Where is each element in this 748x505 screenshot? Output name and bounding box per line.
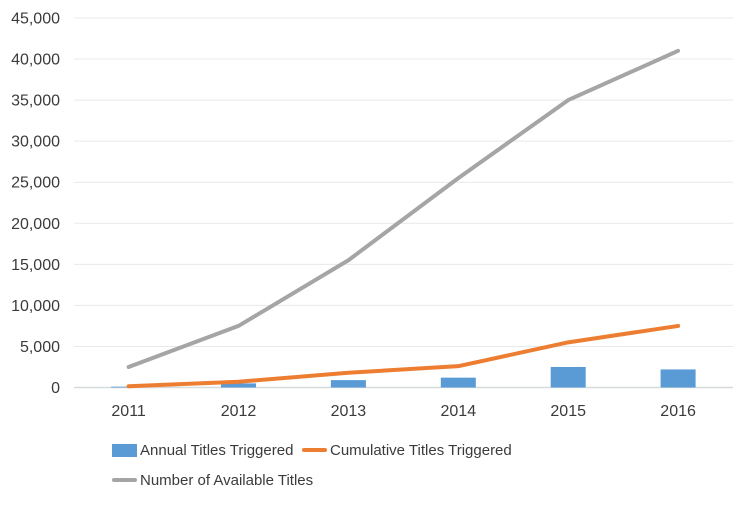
bar-2015 — [550, 366, 586, 388]
bar-2013 — [330, 380, 366, 388]
x-tick-label: 2016 — [660, 403, 696, 420]
y-tick-label: 30,000 — [11, 134, 60, 151]
legend-label-cumulative: Cumulative Titles Triggered — [330, 441, 512, 459]
legend-label-annual: Annual Titles Triggered — [140, 441, 294, 459]
legend-label-available: Number of Available Titles — [140, 471, 314, 489]
y-tick-label: 20,000 — [11, 216, 60, 233]
line-number-of-available-titles — [126, 48, 681, 369]
legend-item-number-of-available-titles: Number of Available Titles — [112, 471, 314, 489]
line-cumulative-titles-triggered — [126, 323, 681, 389]
bar-2016 — [660, 369, 696, 388]
y-tick-label: 15,000 — [11, 257, 60, 274]
bar-2012 — [221, 383, 256, 388]
y-tick-label: 45,000 — [11, 11, 60, 28]
legend-item-cumulative-titles-triggered: Cumulative Titles Triggered — [302, 441, 512, 459]
y-tick-label: 10,000 — [11, 298, 60, 315]
y-tick-label: 35,000 — [11, 93, 60, 110]
x-tick-label: 2011 — [111, 403, 146, 420]
legend-item-annual-titles-triggered: Annual Titles Triggered — [112, 441, 294, 459]
x-tick-label: 2015 — [550, 403, 586, 420]
chart-svg: 0 5,000 10,000 15,000 20,000 25,000 30,000 35,0… — [11, 11, 733, 420]
x-tick-label: 2013 — [331, 403, 367, 420]
y-tick-label: 0 — [51, 380, 60, 397]
y-tick-label: 5,000 — [20, 339, 60, 356]
legend-line-swatch-icon — [302, 448, 327, 452]
bar-2014 — [440, 377, 476, 388]
y-tick-label: 25,000 — [11, 175, 60, 192]
x-tick-label: 2014 — [441, 403, 477, 420]
x-tick-label: 2012 — [221, 403, 257, 420]
legend-bar-swatch-icon — [112, 443, 137, 457]
y-tick-label: 40,000 — [11, 52, 60, 69]
legend-line-swatch-icon — [112, 478, 137, 482]
